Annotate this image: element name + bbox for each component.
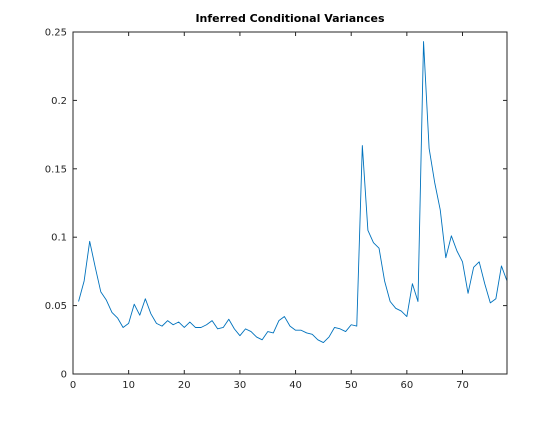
y-tick-label: 0.15 (45, 164, 67, 175)
x-tick-label: 60 (400, 380, 413, 391)
ticks-layer: 0 10 20 30 40 50 60 70 0 0.05 0.1 0.15 0.2 0.25 (45, 28, 507, 391)
y-tick-label: 0 (61, 370, 67, 381)
x-tick-label: 30 (234, 380, 247, 391)
chart-title: Inferred Conditional Variances (195, 12, 385, 25)
axes-background (73, 32, 507, 374)
axes-box (72, 31, 508, 375)
y-tick-label: 0.05 (45, 301, 67, 312)
x-tick-label: 40 (289, 380, 302, 391)
x-tick-label: 50 (345, 380, 358, 391)
y-tick-label: 0.1 (51, 233, 67, 244)
x-tick-label: 0 (70, 380, 76, 391)
x-tick-label: 20 (178, 380, 191, 391)
x-tick-label: 10 (122, 380, 135, 391)
series-line (78, 41, 508, 343)
x-tick-label: 70 (456, 380, 469, 391)
series-layer (78, 41, 508, 343)
y-tick-label: 0.25 (45, 28, 67, 39)
y-tick-label: 0.2 (51, 96, 67, 107)
